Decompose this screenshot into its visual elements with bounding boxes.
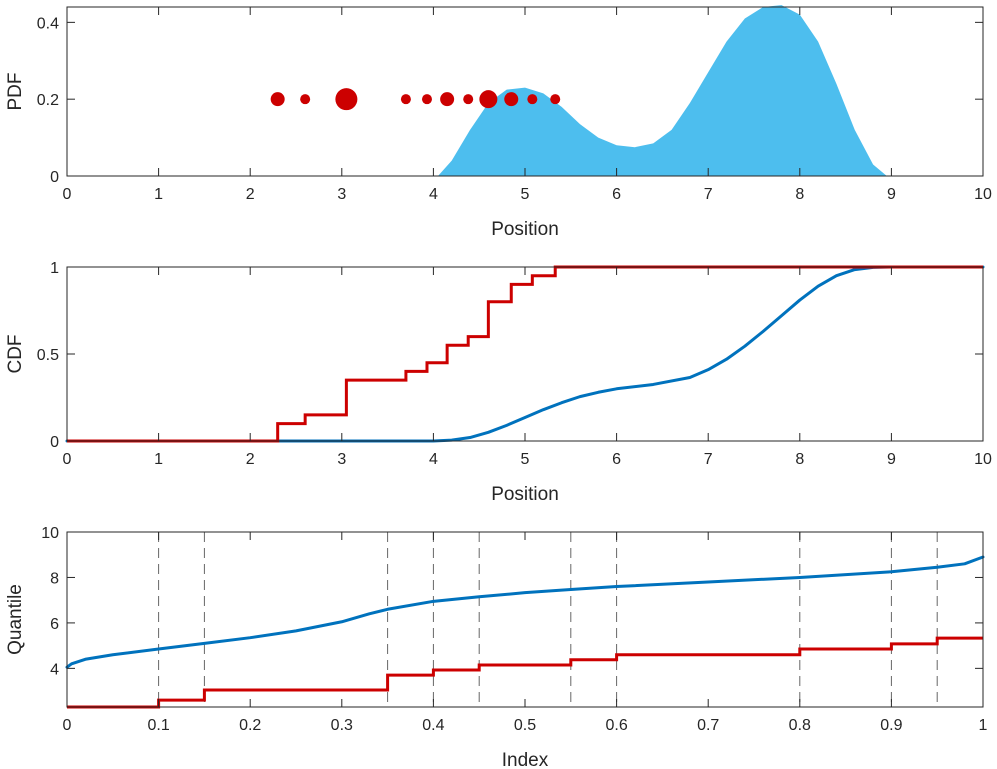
sample-point [300, 94, 311, 105]
pdf-x-tick-label: 8 [795, 186, 804, 203]
quantile-y-tick-label: 6 [50, 616, 59, 633]
cdf-x-tick-label: 6 [612, 451, 621, 468]
pdf-x-tick-label: 5 [521, 186, 530, 203]
cdf-axes-box [66, 266, 984, 442]
pdf-x-axis-label: Position [491, 219, 559, 240]
pdf-y-tick-label: 0 [50, 169, 59, 186]
pdf-y-axis-label: PDF [5, 73, 26, 111]
pdf-x-tick-label: 3 [337, 186, 346, 203]
quantile-x-tick-label: 0.8 [789, 717, 811, 734]
pdf-x-tick-label: 9 [887, 186, 896, 203]
sample-point [421, 94, 432, 105]
cdf-y-tick-label: 0 [50, 434, 59, 451]
pdf-y-tick-label: 0.4 [37, 15, 59, 32]
pdf-x-tick-label: 10 [974, 186, 992, 203]
cdf-y-tick-label: 0.5 [37, 347, 59, 364]
pdf-x-tick-label: 4 [429, 186, 438, 203]
cdf-x-tick-label: 5 [521, 451, 530, 468]
pdf-x-tick-label: 2 [246, 186, 255, 203]
pdf-y-tick-label: 0.2 [37, 92, 59, 109]
cdf-x-tick-label: 1 [154, 451, 163, 468]
cdf-x-tick-label: 3 [337, 451, 346, 468]
cdf-empirical-step-line [67, 265, 983, 443]
cdf-y-tick-label: 1 [50, 260, 59, 277]
pdf-area [437, 5, 887, 176]
sample-point [440, 92, 455, 107]
cdf-x-tick-label: 9 [887, 451, 896, 468]
pdf-x-tick-label: 0 [63, 186, 72, 203]
quantile-panel: 0 0.1 0.2 0.3 0.4 0.5 0.6 0.7 0.8 0.9 1 4 6 8 10 Index Q… [5, 525, 988, 769]
quantile-empirical-step-line [67, 636, 983, 709]
sample-point [550, 94, 561, 105]
cdf-x-tick-label: 4 [429, 451, 438, 468]
cdf-x-tick-label: 7 [704, 451, 713, 468]
pdf-x-tick-label: 1 [154, 186, 163, 203]
cdf-x-axis-label: Position [491, 484, 559, 505]
quantile-y-axis-label: Quantile [5, 584, 26, 655]
quantile-x-tick-label: 0.5 [514, 717, 536, 734]
sample-point [270, 92, 285, 107]
sample-point [335, 88, 358, 111]
cdf-continuous-line [65, 265, 985, 443]
pdf-x-tick-label: 6 [612, 186, 621, 203]
quantile-x-tick-label: 0.6 [605, 717, 627, 734]
pdf-x-tick-label: 7 [704, 186, 713, 203]
quantile-x-tick-label: 0 [63, 717, 72, 734]
sample-point [527, 94, 538, 105]
quantile-x-tick-label: 1 [979, 717, 988, 734]
quantile-x-tick-label: 0.9 [880, 717, 902, 734]
quantile-y-tick-label: 8 [50, 570, 59, 587]
quantile-x-tick-label: 0.4 [422, 717, 444, 734]
cdf-y-axis-label: CDF [5, 334, 26, 373]
sample-point [504, 92, 519, 107]
quantile-x-tick-label: 0.2 [239, 717, 261, 734]
quantile-x-tick-label: 0.1 [147, 717, 169, 734]
quantile-continuous-line [65, 555, 985, 669]
quantile-y-tick-label: 4 [50, 661, 59, 678]
sample-point [479, 90, 498, 109]
sample-point [463, 94, 474, 105]
cdf-x-tick-label: 8 [795, 451, 804, 468]
cdf-panel: 0 1 2 3 4 5 6 7 8 9 10 0 0.5 1 Position CDF [5, 260, 992, 505]
quantile-x-tick-label: 0.7 [697, 717, 719, 734]
quantile-y-tick-label: 10 [41, 525, 59, 542]
cdf-x-tick-label: 0 [63, 451, 72, 468]
pdf-panel: 0 1 2 3 4 5 6 7 8 9 10 0 0.2 0.4 Position PDF [5, 5, 992, 240]
quantile-x-axis-label: Index [502, 750, 549, 769]
quantile-x-tick-label: 0.3 [331, 717, 353, 734]
sample-point [400, 94, 411, 105]
cdf-x-tick-label: 2 [246, 451, 255, 468]
cdf-x-tick-label: 10 [974, 451, 992, 468]
